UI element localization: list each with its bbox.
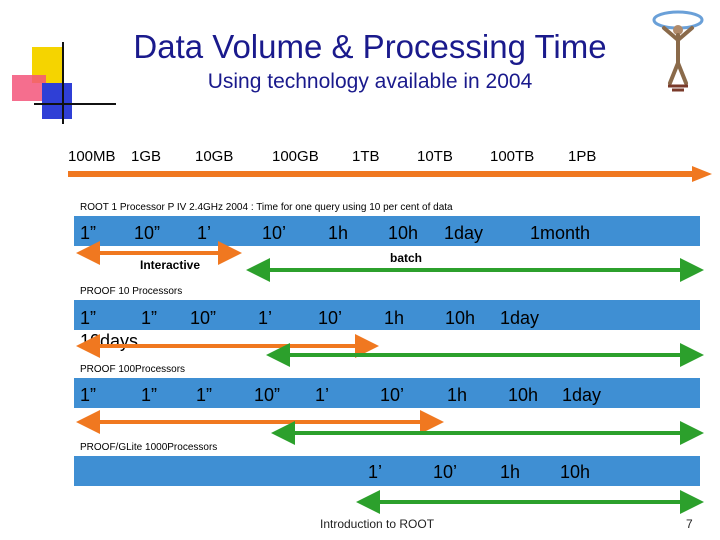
row-cell: 1month: [530, 223, 591, 243]
row-cell: 10’: [380, 385, 405, 405]
row-cell: 1h: [384, 308, 405, 328]
scale-label: 100TB: [490, 148, 535, 165]
page-number: 7: [686, 517, 693, 531]
logo-square-blue: [42, 83, 72, 119]
row-cell: 1”: [80, 223, 97, 243]
atlas-figure-icon: [648, 8, 708, 98]
logo-line-vertical: [62, 42, 64, 124]
row-cell: 1day: [500, 308, 540, 328]
row-cell: 1day: [444, 223, 484, 243]
logo-square-red: [12, 75, 46, 101]
row-cell: 1”: [80, 385, 97, 405]
scale-label: 100GB: [272, 148, 319, 165]
footer-text: Introduction to ROOT: [320, 517, 435, 531]
row-bar: [74, 300, 700, 330]
row-cell: 1h: [447, 385, 468, 405]
row-cell: 1day: [562, 385, 602, 405]
row-cell: 1’: [368, 462, 383, 482]
scale-label: 1TB: [352, 148, 380, 165]
row-bar: [74, 456, 700, 486]
page-subtitle: Using technology available in 2004: [207, 70, 533, 93]
scale-label: 100MB: [68, 148, 116, 165]
scale-label: 10TB: [417, 148, 453, 165]
row-caption: PROOF 100Processors: [80, 364, 186, 375]
scale-label: 10GB: [195, 148, 234, 165]
row-cell: 10h: [508, 385, 539, 405]
row-cell: 10”: [134, 223, 161, 243]
row-cell: 10”: [190, 308, 217, 328]
row-cell: 1”: [80, 308, 97, 328]
row-cell: 10h: [388, 223, 419, 243]
row-cell: 1h: [500, 462, 521, 482]
row-bar: [74, 378, 700, 408]
scale-label: 1GB: [131, 148, 162, 165]
row-cell: 10h: [560, 462, 591, 482]
row-cell: 1”: [196, 385, 213, 405]
row-cell: 10’: [433, 462, 458, 482]
row-cell: 10’: [318, 308, 343, 328]
row-cell: 1’: [197, 223, 212, 243]
logo-line-horizontal: [34, 103, 116, 105]
row-cell: 10”: [254, 385, 281, 405]
row-cell: 1”: [141, 385, 158, 405]
page-title: Data Volume & Processing Time: [133, 28, 607, 65]
row-cell: 1”: [141, 308, 158, 328]
row-cell: 10’: [262, 223, 287, 243]
row-cell: 1h: [328, 223, 349, 243]
row-caption: PROOF 10 Processors: [80, 286, 183, 297]
scale-label: 1PB: [568, 148, 597, 165]
row-caption: ROOT 1 Processor P IV 2.4GHz 2004 : Time…: [80, 202, 453, 213]
row-cell: 1’: [258, 308, 273, 328]
row-cell: 1’: [315, 385, 330, 405]
row-cell: 10h: [445, 308, 476, 328]
scale-arrow: [68, 166, 712, 182]
row-caption: PROOF/GLite 1000Processors: [80, 442, 218, 453]
